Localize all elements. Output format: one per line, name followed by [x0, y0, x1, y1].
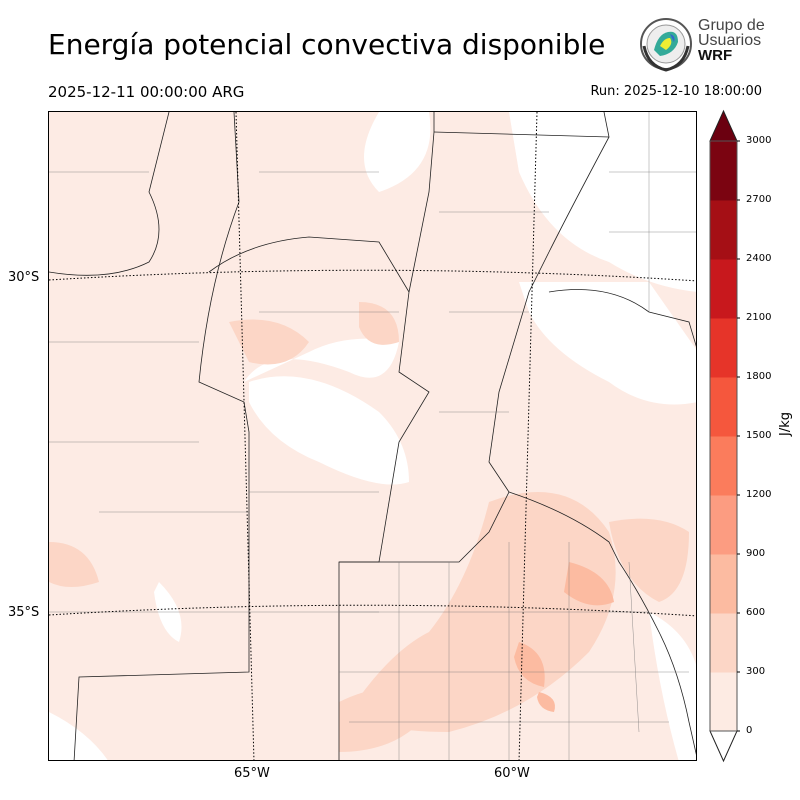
colorbar-unit: J/kg — [778, 412, 793, 436]
colorbar-segment — [710, 318, 737, 378]
colorbar-segment — [710, 377, 737, 437]
logo-line3: WRF — [698, 47, 733, 64]
wrf-users-logo: Grupo de Usuarios WRF — [638, 16, 798, 76]
logo-line2: Usuarios — [698, 32, 762, 49]
colorbar-segment — [710, 613, 737, 673]
colorbar-segment — [710, 200, 737, 260]
department-borders — [49, 112, 696, 760]
lat-label-30s: 30°S — [8, 270, 40, 285]
page-title: Energía potencial convectiva disponible — [48, 28, 606, 61]
graticule — [49, 112, 696, 760]
lat-label-35s: 35°S — [8, 605, 40, 620]
colorbar-tick-label: 0 — [746, 725, 753, 736]
map-canvas — [49, 112, 696, 760]
cape-shading — [49, 112, 696, 760]
colorbar-tick-label: 1200 — [746, 489, 772, 500]
colorbar-tick-label: 3000 — [746, 135, 772, 146]
colorbar-tick-label: 2400 — [746, 253, 772, 264]
colorbar-under-extend — [709, 730, 738, 763]
colorbar-segment — [710, 554, 737, 614]
lon-label-65w: 65°W — [234, 766, 270, 781]
colorbar-tick-label: 600 — [746, 607, 766, 618]
colorbar-segment — [710, 141, 737, 201]
colorbar-over-extend — [709, 109, 738, 142]
colorbar-tick-label: 1800 — [746, 371, 772, 382]
logo-line1: Grupo de — [698, 17, 765, 34]
colorbar-tick-label: 1500 — [746, 430, 772, 441]
cape-map — [48, 111, 697, 761]
parallel-30s — [49, 269, 696, 282]
colorbar-tick-label: 2100 — [746, 312, 772, 323]
colorbar-tick-label: 300 — [746, 666, 766, 677]
parallel-35s — [49, 604, 696, 617]
meridian-65w — [235, 112, 255, 760]
colorbar-segment — [710, 672, 737, 732]
colorbar-tick-label: 2700 — [746, 194, 772, 205]
valid-time: 2025-12-11 00:00:00 ARG — [48, 83, 245, 101]
logo-emblem-icon — [640, 18, 692, 72]
colorbar-segment — [710, 436, 737, 496]
colorbar-tick-label: 900 — [746, 548, 766, 559]
colorbar-segment — [710, 259, 737, 319]
run-time: Run: 2025-12-10 18:00:00 — [590, 84, 762, 99]
colorbar-segment — [710, 495, 737, 555]
colorbar — [709, 109, 740, 763]
lon-label-60w: 60°W — [494, 766, 530, 781]
political-borders — [49, 112, 696, 760]
